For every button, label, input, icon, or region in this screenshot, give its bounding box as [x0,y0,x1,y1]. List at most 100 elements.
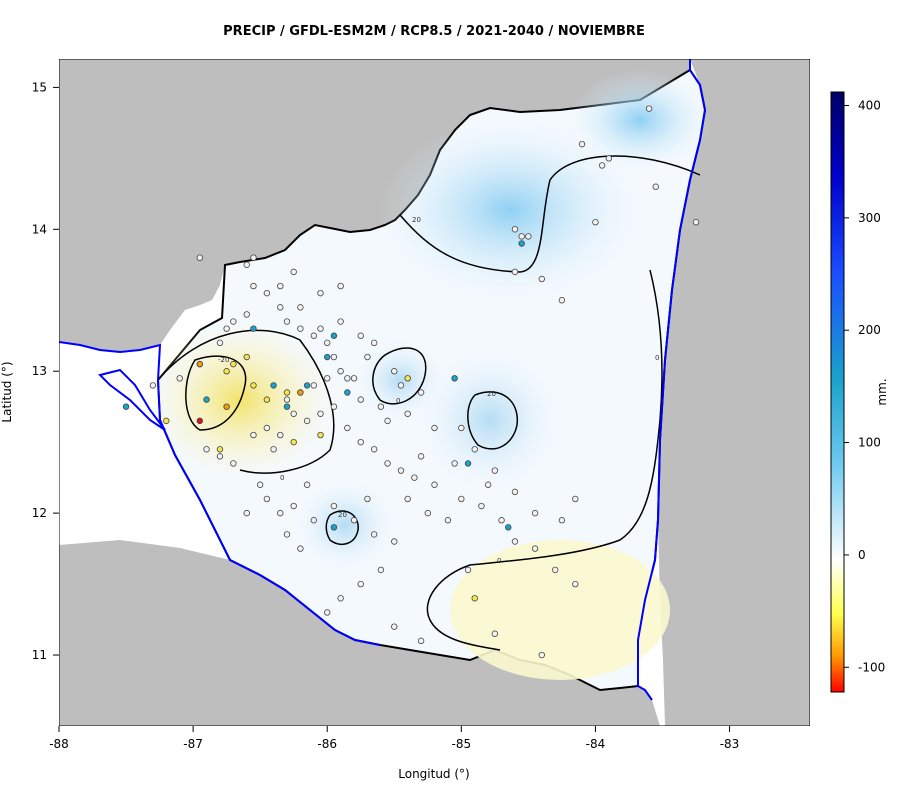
station-marker-white [290,268,297,276]
contour-label-group: -20 0 20 20 0 20 0 0 [218,216,659,565]
station-marker-yellow [404,375,411,382]
station-marker-white [397,382,405,389]
station-marker-white [344,424,351,432]
blue-anomaly-middle [355,340,445,420]
y-tick-label: 11 [32,648,47,662]
station-marker-white [216,339,224,347]
station-marker-white [404,495,411,503]
station-marker-white [364,495,371,503]
y-axis: 11 12 13 14 15 [32,80,59,662]
station-marker-white [431,424,438,432]
blue-anomaly-northeast [570,70,710,170]
station-marker-blue [330,524,338,531]
station-marker-white [511,226,519,233]
station-marker-white [605,155,613,162]
contour-lines [157,155,701,651]
station-marker-white [243,261,250,268]
station-marker-white [303,481,311,488]
yellow-anomaly-southeast [450,540,670,680]
station-marker-white [538,275,545,283]
station-marker-white [377,566,385,574]
station-marker-white [417,389,425,396]
station-marker-white [357,438,364,446]
station-marker-blue [505,524,512,531]
colorbar-tick-label: 300 [858,211,881,225]
contour-central-0 [372,347,427,405]
contour-label: 20 [338,511,347,519]
station-marker-white [404,410,411,417]
station-marker-white [511,488,519,496]
station-marker-white [330,353,338,361]
station-marker-white [377,403,385,410]
station-marker-white [518,233,525,240]
station-marker-white [498,517,505,524]
station-marker-red [196,417,204,425]
station-marker-white [263,424,271,432]
y-tick-label: 14 [32,222,47,236]
station-markers [122,105,700,659]
station-marker-white [384,460,391,467]
station-marker-white [511,538,519,545]
station-marker-blue [518,240,525,247]
station-marker-white [592,219,599,226]
station-marker-yellow [250,382,257,389]
station-marker-white [511,268,519,276]
station-marker-white [263,495,271,503]
station-marker-white [531,509,539,517]
contour-east-0 [426,269,663,651]
station-marker-white [263,289,271,297]
station-marker-white [283,318,291,325]
station-marker-white [203,446,210,453]
coastlines [59,59,707,701]
station-marker-white [431,481,438,488]
station-marker-white [216,453,224,460]
eastern-grey-land [658,59,810,726]
contour-central-20 [467,391,518,450]
station-marker-white [417,637,425,645]
station-marker-white [303,417,311,425]
contour-label: 0 [280,474,284,482]
gulf-fonseca [98,368,166,431]
station-marker-white [357,580,364,588]
station-marker-blue [451,375,458,382]
station-marker-white [297,545,304,552]
colorbar-tick-label: 0 [858,548,866,562]
station-marker-orange [223,403,230,410]
x-tick-label: -86 [317,737,337,751]
station-marker-white [277,304,284,311]
station-marker-white [223,325,230,332]
station-marker-white [277,282,284,290]
station-marker-white [572,495,579,503]
station-marker-yellow [290,438,297,446]
colorbar-unit: mm. [875,378,889,405]
station-marker-white [370,446,378,453]
station-marker-white [424,509,431,517]
station-marker-white [525,233,532,240]
station-marker-white [551,566,559,574]
honduras-land [59,59,690,352]
costa-rica-land [59,540,660,726]
station-marker-white [444,517,452,524]
station-marker-white [317,289,324,297]
station-marker-blue [203,396,210,403]
station-marker-white [310,332,318,339]
station-marker-yellow [216,446,224,453]
station-marker-white [230,460,237,467]
x-tick-label: -87 [183,737,203,751]
station-marker-white [370,531,378,538]
station-marker-white [270,446,277,453]
station-marker-yellow [283,389,291,396]
map-panel: -20 0 20 20 0 20 0 0 [59,59,810,726]
contour-label: 0 [655,354,659,362]
station-marker-white [384,417,391,425]
x-axis: -88 -87 -86 -85 -84 -83 [49,726,739,751]
station-marker-white [310,517,318,524]
station-marker-white [310,382,318,389]
station-marker-white [283,396,291,403]
station-marker-white [250,431,257,439]
station-marker-white [598,162,606,169]
x-tick-label: -85 [452,737,472,751]
station-marker-white [364,353,371,361]
station-marker-white [290,502,297,510]
station-marker-white [458,424,465,432]
